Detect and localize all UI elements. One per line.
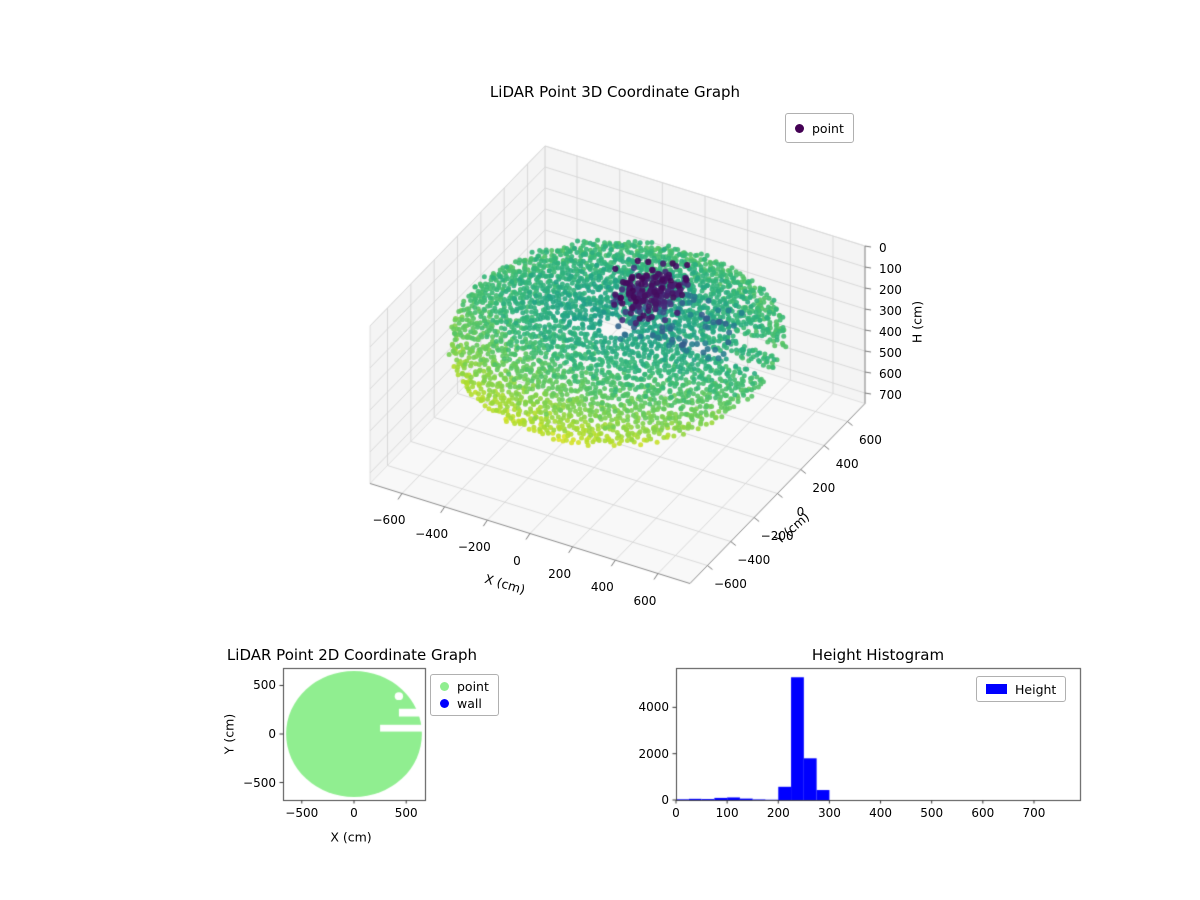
plot3d-legend: point (785, 113, 854, 143)
hist-ytick-label: 4000 (638, 700, 669, 715)
point-marker-swatch-green (440, 682, 449, 691)
plot2d-ytick-label: 500 (253, 678, 276, 693)
plot3d-ytick-label: 200 (812, 480, 836, 495)
plot3d-ztick-label: 400 (879, 325, 902, 340)
plot3d-xtick-label: −600 (372, 513, 406, 528)
plot2d-xtick-label: 0 (350, 806, 358, 820)
plot3d-ztick-label: 100 (879, 262, 902, 277)
hist-title: Height Histogram (811, 646, 945, 664)
plot3d-xtick-label: −400 (415, 526, 449, 541)
plot3d-ztick-label: 200 (879, 283, 902, 298)
hist-xtick-label: 300 (817, 806, 841, 820)
hist-xtick-label: 700 (1022, 806, 1046, 820)
wall-marker-swatch-blue (440, 699, 449, 708)
plot3d-ztick-label: 500 (879, 346, 902, 361)
plot2d-xtick-label: 500 (394, 806, 418, 820)
legend-entry-point3d: point (795, 120, 844, 137)
hist-xtick-label: 500 (920, 806, 944, 820)
hist-ytick-label: 2000 (638, 746, 669, 761)
plot3d-zaxis-label: H (cm) (909, 300, 925, 344)
legend-label-wall: wall (457, 696, 482, 711)
hist-xtick-label: 400 (869, 806, 892, 820)
plot2d-xtick-label: −500 (285, 806, 319, 820)
plot3d-ytick-label: −200 (760, 528, 794, 543)
plot3d-ytick-label: 600 (859, 432, 882, 447)
legend-label-height: Height (1015, 681, 1057, 697)
hist-xtick-label: 600 (971, 806, 995, 820)
plot2d-yaxis-label: Y (cm) (221, 713, 237, 755)
plot3d-xtick-label: 200 (548, 566, 572, 581)
plot3d-ytick-label: −600 (713, 576, 747, 591)
plot2d-ytick-label: 0 (268, 727, 276, 741)
plot3d-xtick-label: −200 (457, 540, 491, 555)
hist-xtick-label: 200 (766, 806, 790, 820)
plot3d-ztick-label: 700 (879, 388, 902, 403)
hist-xtick-label: 100 (715, 806, 739, 820)
plot2d-ytick-label: −500 (243, 775, 276, 790)
plot3d-ztick-label: 600 (879, 367, 902, 382)
hist-xtick-label: 0 (672, 806, 680, 820)
plot3d-ztick-label: 300 (879, 304, 902, 319)
plot3d-ytick-label: 400 (835, 456, 859, 471)
legend-label-point2d: point (457, 679, 489, 694)
plot3d-title: LiDAR Point 3D Coordinate Graph (489, 83, 741, 101)
legend-label-point3d: point (812, 120, 844, 136)
plot3d-xtick-label: 600 (633, 593, 657, 608)
plot3d-ytick-label: 0 (796, 504, 805, 519)
legend-entry-height: Height (986, 681, 1056, 698)
legend-entry-wall: wall (440, 695, 489, 712)
plot3d-xtick-label: 400 (590, 580, 614, 595)
plot3d-xtick-label: 0 (513, 553, 521, 568)
point-marker-swatch (795, 123, 804, 133)
plot2d-title: LiDAR Point 2D Coordinate Graph (226, 646, 478, 664)
hist-legend: Height (976, 676, 1067, 702)
plot3d-ztick-label: 0 (879, 241, 887, 256)
plot3d-ytick-label: −400 (737, 552, 771, 567)
plot2d-legend: point wall (430, 674, 499, 716)
plot2d-xaxis-label: X (cm) (330, 829, 372, 845)
height-bar-swatch (986, 684, 1007, 694)
legend-entry-point2d: point (440, 678, 489, 695)
hist-ytick-label: 0 (661, 793, 669, 807)
